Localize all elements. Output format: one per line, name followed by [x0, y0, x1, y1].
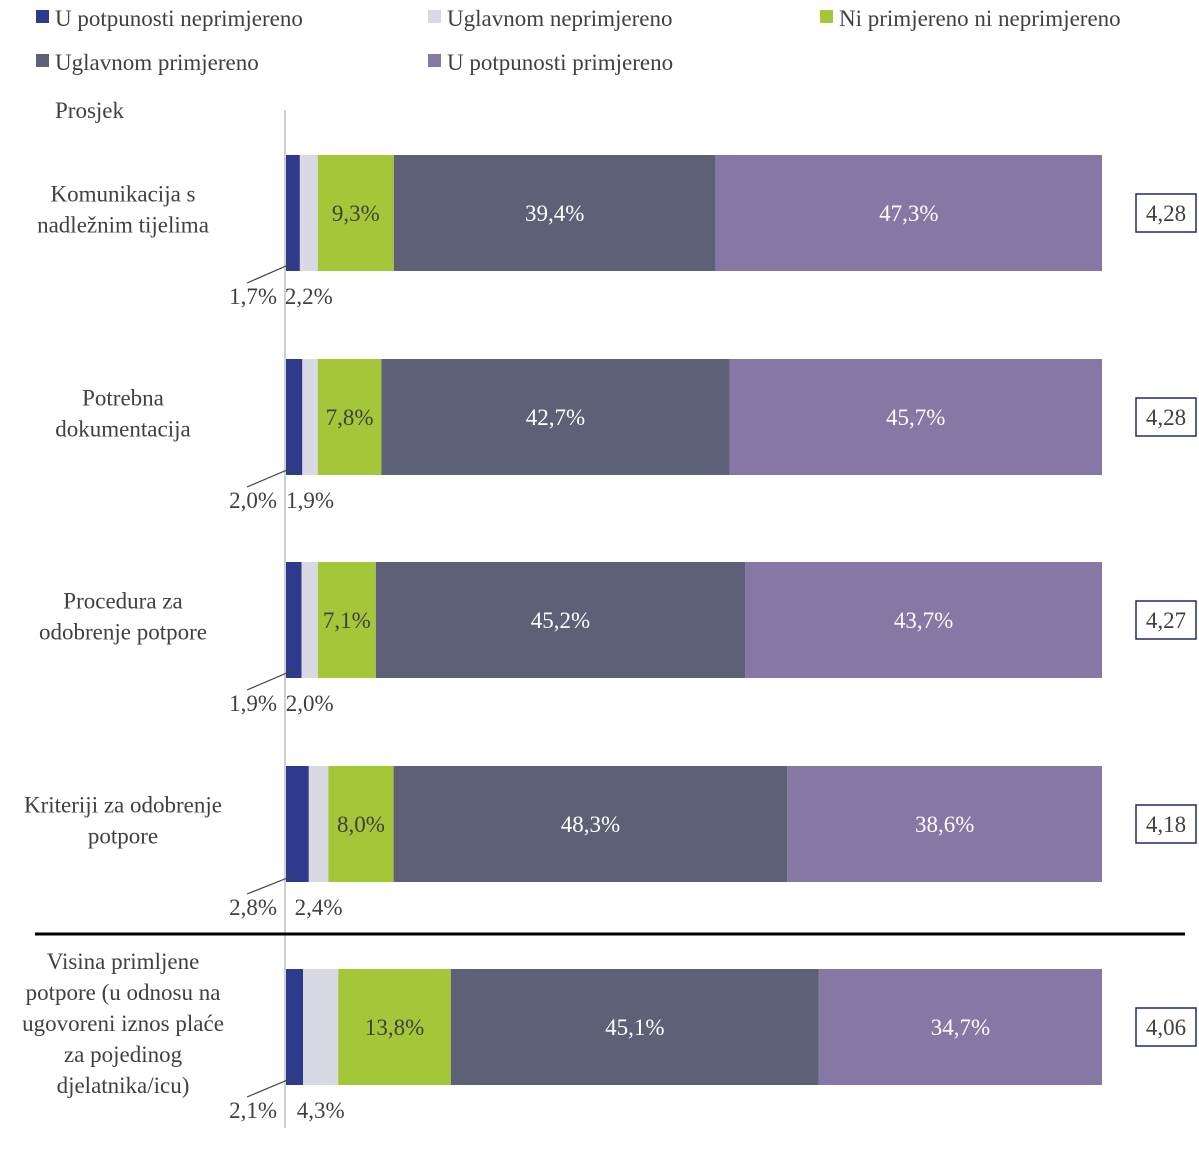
bar-segment [286, 359, 303, 475]
data-label: 2,1% [229, 1098, 277, 1123]
bar-rows: 9,3% 39,4% 47,3% 1,7% 2,2% Komunikacija s nadl… [22, 155, 1197, 1123]
legend-swatch [36, 54, 49, 67]
legend: U potpunosti neprimjereno Uglavnom neprim… [36, 6, 1121, 75]
bar-segment [787, 766, 1102, 882]
category-label: Kriteriji za odobrenje potpore [24, 793, 222, 849]
data-label: 4,3% [297, 1098, 345, 1123]
legend-label: U potpunosti primjereno [447, 50, 673, 75]
legend-swatch [820, 10, 833, 23]
data-label: 39,4% [525, 201, 584, 226]
average-box [1135, 193, 1197, 233]
leader-line [246, 466, 295, 488]
bar-segment [302, 359, 318, 475]
data-label: 48,3% [561, 812, 620, 837]
legend-swatch [428, 10, 441, 23]
leader-line [246, 1076, 295, 1098]
bar-segment [818, 969, 1102, 1085]
data-label: 34,7% [931, 1015, 990, 1040]
data-label: 43,7% [894, 608, 953, 633]
data-label: 13,8% [365, 1015, 424, 1040]
bar-segment [286, 155, 300, 271]
average-box [1135, 804, 1197, 844]
data-label: 1,9% [229, 691, 277, 716]
bar-segment [317, 155, 394, 271]
bar-segment [393, 155, 716, 271]
legend-label: Uglavnom neprimjereno [447, 6, 672, 31]
bar-segment [745, 562, 1102, 678]
leader-line [246, 873, 298, 895]
bar-segment [317, 562, 376, 678]
bar-segment [308, 766, 329, 882]
average-value: 4,28 [1146, 405, 1186, 430]
legend-label: U potpunosti neprimjereno [55, 6, 303, 31]
data-label: 2,0% [286, 691, 334, 716]
bar-segment [299, 155, 318, 271]
bar-segment [393, 766, 788, 882]
average-box [1135, 397, 1197, 437]
legend-swatch [36, 10, 49, 23]
category-label: Potrebna dokumentacija [55, 386, 190, 442]
category-label: Komunikacija s nadležnim tijelima [37, 182, 209, 238]
average-value: 4,06 [1146, 1015, 1186, 1040]
data-label: 1,7% [229, 284, 277, 309]
data-label: 2,0% [229, 488, 277, 513]
data-label: 2,2% [285, 284, 333, 309]
average-value: 4,18 [1146, 812, 1186, 837]
bar-segment [303, 969, 339, 1085]
data-label: 7,8% [326, 405, 374, 430]
data-label: 45,1% [605, 1015, 664, 1040]
data-label: 42,7% [526, 405, 585, 430]
data-label: 7,1% [323, 608, 371, 633]
data-label: 9,3% [332, 201, 380, 226]
leader-line [246, 669, 294, 691]
bar-segment [715, 155, 1102, 271]
bar-segment [286, 562, 302, 678]
data-label: 2,4% [295, 895, 343, 920]
bar-segment [286, 766, 309, 882]
legend-swatch [428, 54, 441, 67]
bar-segment [317, 359, 382, 475]
data-label: 8,0% [337, 812, 385, 837]
bar-segment [286, 969, 304, 1085]
data-label: 38,6% [915, 812, 974, 837]
average-box [1135, 600, 1197, 640]
leader-line [246, 262, 294, 284]
data-label: 2,8% [229, 895, 277, 920]
bar-segment [729, 359, 1102, 475]
data-label: 45,7% [886, 405, 945, 430]
legend-label: Uglavnom primjereno [55, 50, 259, 75]
data-label: 1,9% [286, 488, 334, 513]
bar-segment [328, 766, 394, 882]
average-value: 4,27 [1146, 608, 1186, 633]
legend-label: Ni primjereno ni neprimjereno [839, 6, 1121, 31]
data-label: 45,2% [531, 608, 590, 633]
bar-segment [381, 359, 730, 475]
bar-segment [338, 969, 451, 1085]
category-label: Visina primljene potpore (u odnosu na ugov… [22, 949, 224, 1098]
average-value: 4,28 [1146, 201, 1186, 226]
average-box [1135, 1007, 1197, 1047]
average-header: Prosjek [55, 98, 125, 123]
bar-segment [450, 969, 819, 1085]
bar-segment [375, 562, 746, 678]
data-label: 47,3% [879, 201, 938, 226]
bar-segment [301, 562, 318, 678]
category-label: Procedura za odobrenje potpore [39, 589, 207, 645]
